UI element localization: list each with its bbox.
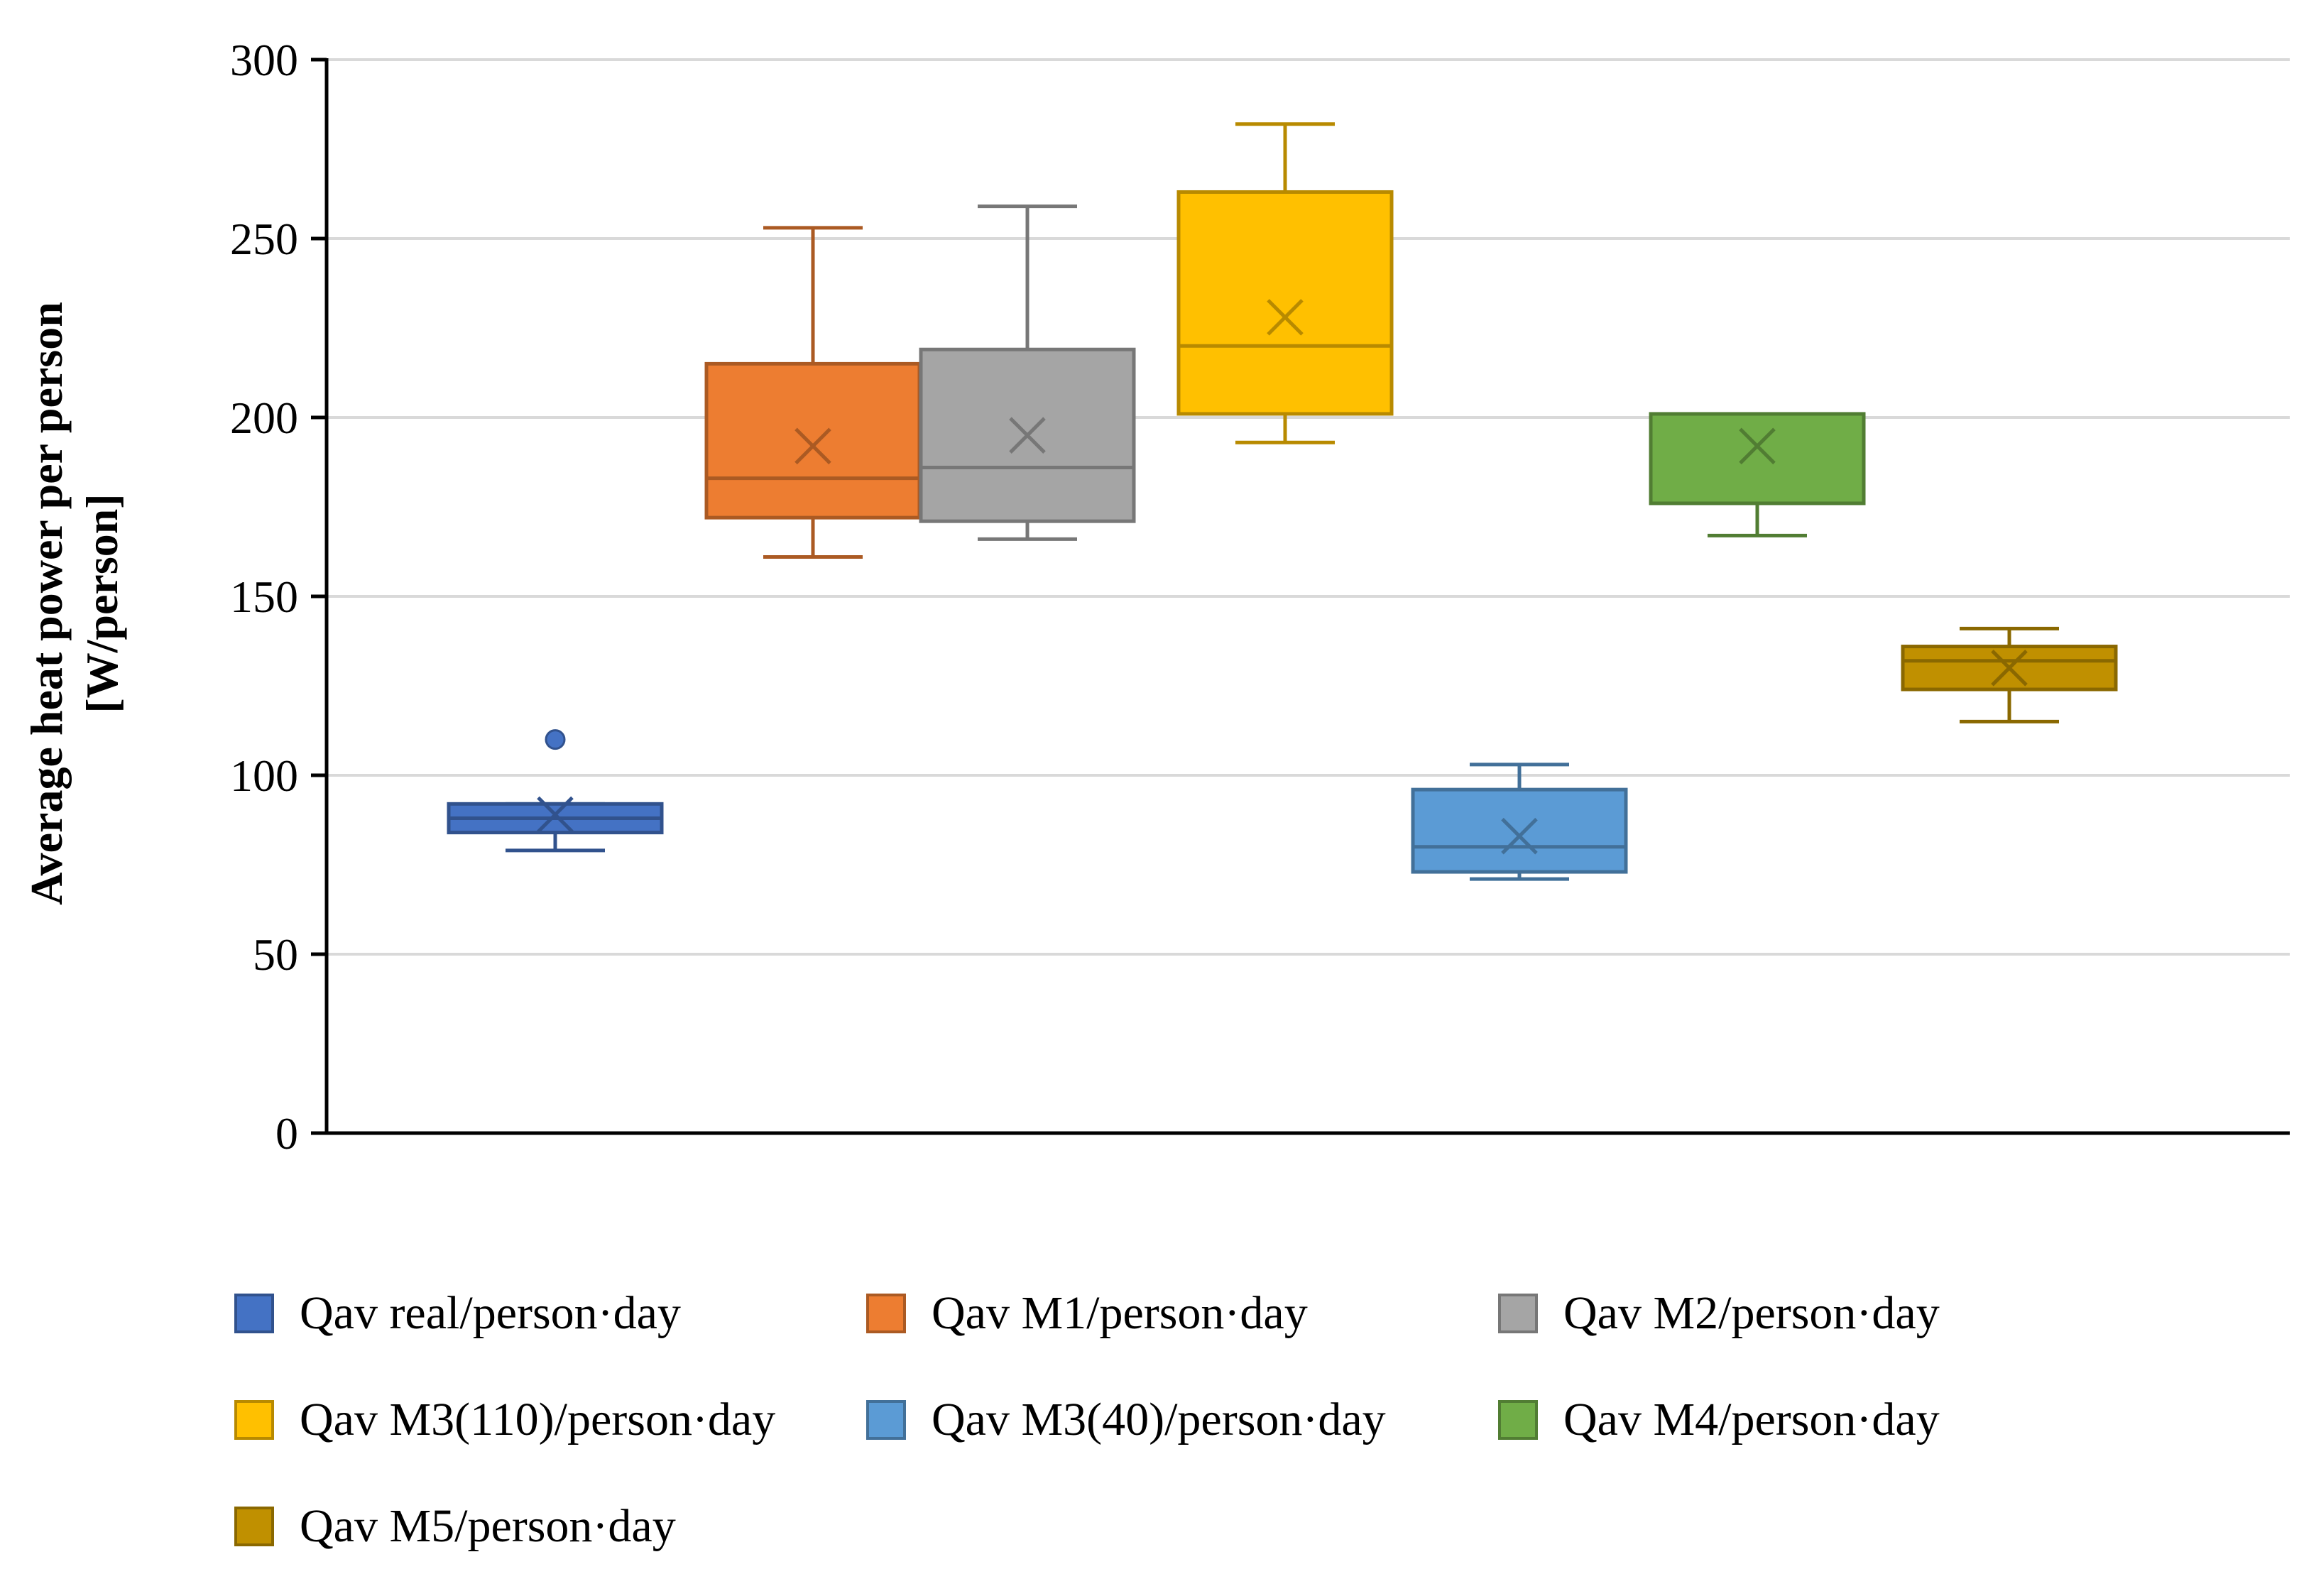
- legend-swatch: [234, 1400, 274, 1440]
- y-tick-label: 250: [230, 214, 298, 264]
- box-iqr: [704, 361, 922, 520]
- mean-marker: [1009, 417, 1046, 454]
- legend-label: Qav M2/person·day: [1563, 1287, 1940, 1339]
- mean-marker: [1991, 650, 2028, 687]
- legend-label: Qav M1/person·day: [932, 1287, 1308, 1339]
- y-tick-label: 100: [230, 750, 298, 801]
- y-axis-label-line-1: Average heat power per person: [21, 302, 72, 905]
- mean-marker: [1739, 427, 1776, 465]
- mean-marker: [1267, 299, 1304, 336]
- box-iqr: [1176, 190, 1394, 416]
- legend-swatch: [234, 1294, 274, 1333]
- legend-label: Qav real/person·day: [300, 1287, 681, 1339]
- legend-item: Qav M2/person·day: [1498, 1285, 1940, 1342]
- box-1: [447, 729, 664, 853]
- legend-swatch: [866, 1400, 906, 1440]
- legend-label: Qav M3(110)/person·day: [300, 1394, 776, 1445]
- box-7: [1901, 626, 2118, 723]
- legend-swatch: [1498, 1294, 1538, 1333]
- legend-item: Qav M4/person·day: [1498, 1392, 1940, 1448]
- outlier-point: [545, 729, 566, 750]
- legend-item: Qav M5/person·day: [234, 1498, 676, 1555]
- box-iqr: [1411, 787, 1628, 874]
- y-axis-label: Average heat power per person [W/person]: [21, 199, 128, 1008]
- mean-marker: [537, 796, 574, 833]
- mean-marker: [1501, 817, 1538, 855]
- boxes: [447, 122, 2118, 881]
- box-3: [919, 204, 1136, 541]
- legend-swatch: [866, 1294, 906, 1333]
- legend-label: Qav M4/person·day: [1563, 1394, 1940, 1445]
- legend-swatch: [1498, 1400, 1538, 1440]
- legend-item: Qav M1/person·day: [866, 1285, 1308, 1342]
- y-tick-label: 300: [230, 35, 298, 85]
- legend-item: Qav real/person·day: [234, 1285, 681, 1342]
- y-tick-label: 50: [253, 929, 298, 980]
- box-iqr: [1649, 412, 1866, 505]
- y-tick-label: 150: [230, 572, 298, 622]
- y-tick-label: 0: [275, 1108, 298, 1159]
- legend-item: Qav M3(110)/person·day: [234, 1392, 775, 1448]
- y-tick-label: 200: [230, 393, 298, 443]
- box-6: [1649, 412, 1866, 537]
- box-5: [1411, 763, 1628, 881]
- box-2: [704, 226, 922, 559]
- legend-label: Qav M5/person·day: [300, 1500, 676, 1552]
- legend-swatch: [234, 1507, 274, 1546]
- legend-item: Qav M3(40)/person·day: [866, 1392, 1386, 1448]
- y-axis-ticks: 0 50 100 150 200 250 300: [230, 35, 327, 1159]
- y-axis-label-line-2: [W/person]: [77, 493, 127, 714]
- mean-marker: [794, 427, 831, 465]
- box-4: [1176, 122, 1394, 444]
- legend-label: Qav M3(40)/person·day: [932, 1394, 1386, 1445]
